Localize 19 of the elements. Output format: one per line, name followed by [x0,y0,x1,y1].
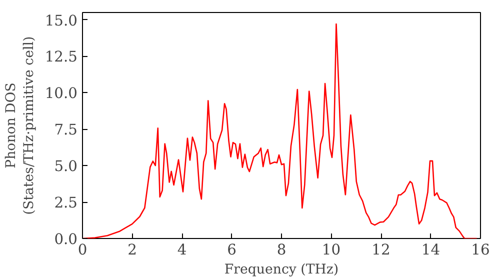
x-tick-label: 4 [177,242,187,258]
x-tick-label: 8 [276,242,286,258]
y-tick-label: 2.5 [54,194,78,212]
y-tick-label: 7.5 [54,122,78,139]
y-axis-title: Phonon DOS (States/THz·primitive cell) [4,36,37,215]
x-tick-label: 2 [128,242,137,258]
x-tick-label: 16 [471,242,490,258]
y-tick-label: 12.5 [44,48,78,66]
x-tick-label: 6 [227,242,236,258]
y-tick-label: 0.0 [54,231,78,248]
x-tick-label: 10 [322,242,341,258]
y-tick-label: 5.0 [54,158,78,176]
line-series [82,23,478,238]
x-tick-label: 0 [78,242,88,258]
x-tick-label: 12 [372,242,390,258]
x-axis-title: Frequency (THz) [224,262,339,278]
x-tick-label: 14 [421,242,440,258]
y-tick-label: 10.0 [44,85,78,102]
y-tick-label: 15.0 [44,12,78,30]
